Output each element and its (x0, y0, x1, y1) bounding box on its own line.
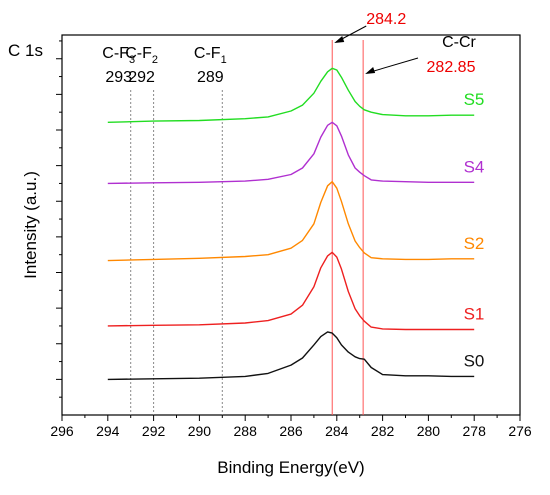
peak-arrow-head (334, 36, 345, 43)
x-tick-label: 290 (188, 423, 212, 439)
series-lines: S5 S4 S2 S1 S0 (107, 67, 485, 381)
cf-label: C-F2 (125, 45, 158, 66)
x-tick-label: 282 (371, 423, 395, 439)
cf-label-subscript: 2 (152, 54, 158, 66)
x-tick-label: 292 (142, 423, 166, 439)
series-line-s1 (107, 251, 475, 331)
cf-label: C-F3 (102, 45, 135, 66)
y-axis-title: Intensity (a.u.) (21, 171, 40, 279)
reference-lines (130, 40, 364, 415)
cf-label: C-F1 (194, 45, 227, 66)
x-tick-label: 294 (96, 423, 120, 439)
c-cr-value: 282.85 (427, 59, 476, 76)
chart-title: C 1s (8, 41, 43, 60)
annotations: C-F3 293 C-F2 292 C-F1 289 284.2 C-Cr 282.85 (102, 11, 476, 86)
x-tick-label: 296 (50, 423, 74, 439)
cf-value: 289 (197, 69, 224, 86)
y-axis-ticks (56, 40, 62, 398)
x-tick-label: 284 (325, 423, 349, 439)
c-cr-label: C-Cr (442, 34, 476, 51)
x-tick-label: 280 (417, 423, 441, 439)
series-line-s4 (107, 121, 475, 185)
series-label-s0: S0 (464, 351, 485, 370)
series-label-s4: S4 (464, 157, 485, 176)
c-cr-arrow-line (366, 57, 419, 74)
series-label-s2: S2 (464, 234, 485, 253)
peak-value-label: 284.2 (366, 11, 406, 28)
series-line-s5 (107, 67, 475, 123)
cf-label-subscript: 1 (221, 54, 227, 66)
x-axis-title: Binding Energy(eV) (217, 458, 364, 477)
x-tick-label: 288 (234, 423, 258, 439)
x-axis-ticks: 296 294 292 290 288 286 284 282 280 278 276 (50, 415, 532, 439)
cf-label-subscript: 3 (129, 54, 135, 66)
cf-value: 292 (128, 69, 155, 86)
c-cr-arrow-head (365, 67, 376, 74)
x-tick-label: 286 (279, 423, 303, 439)
series-label-s5: S5 (464, 90, 485, 109)
series-line-s2 (107, 181, 475, 262)
cf-value: 293 (105, 69, 132, 86)
series-label-s1: S1 (464, 305, 485, 324)
x-tick-label: 276 (508, 423, 532, 439)
series-line-s0 (107, 331, 475, 381)
x-tick-label: 278 (463, 423, 487, 439)
